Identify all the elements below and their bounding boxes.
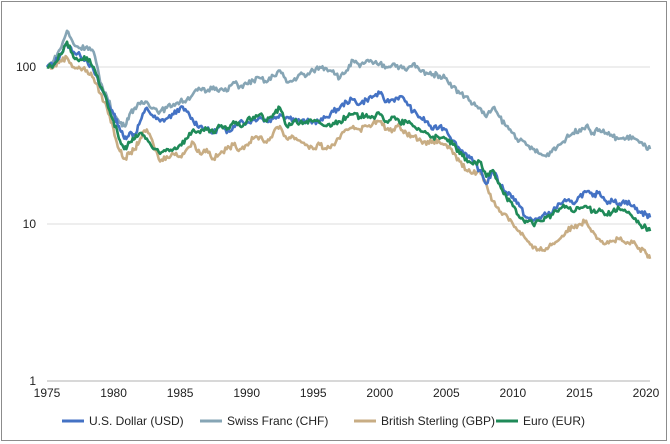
y-tick-label: 100 xyxy=(16,60,36,74)
x-tick-label: 2020 xyxy=(633,386,660,400)
y-tick-label: 10 xyxy=(23,217,37,231)
x-tick-label: 2005 xyxy=(433,386,460,400)
y-tick-labels: 1 10 100 xyxy=(16,60,36,388)
x-tick-label: 1985 xyxy=(167,386,194,400)
x-tick-label: 2000 xyxy=(366,386,393,400)
legend-label: British Sterling (GBP) xyxy=(381,414,495,428)
legend-label: Swiss Franc (CHF) xyxy=(227,414,328,428)
x-tick-label: 2010 xyxy=(500,386,527,400)
series-line xyxy=(46,54,652,260)
y-tick-label: 1 xyxy=(29,374,36,388)
legend: U.S. Dollar (USD) Swiss Franc (CHF) Britis… xyxy=(62,414,585,428)
series-line xyxy=(45,29,652,158)
x-tick-label: 2015 xyxy=(566,386,593,400)
series-line xyxy=(46,40,652,232)
x-tick-label: 1975 xyxy=(34,386,61,400)
x-tick-label: 1990 xyxy=(233,386,260,400)
legend-label: Euro (EUR) xyxy=(523,414,585,428)
series-lines xyxy=(45,29,652,260)
x-tick-label: 1980 xyxy=(100,386,127,400)
x-tick-labels: 1975 1980 1985 1990 1995 2000 2005 2010 2015 2020 xyxy=(34,386,660,400)
legend-label: U.S. Dollar (USD) xyxy=(89,414,184,428)
x-tick-label: 1995 xyxy=(300,386,327,400)
